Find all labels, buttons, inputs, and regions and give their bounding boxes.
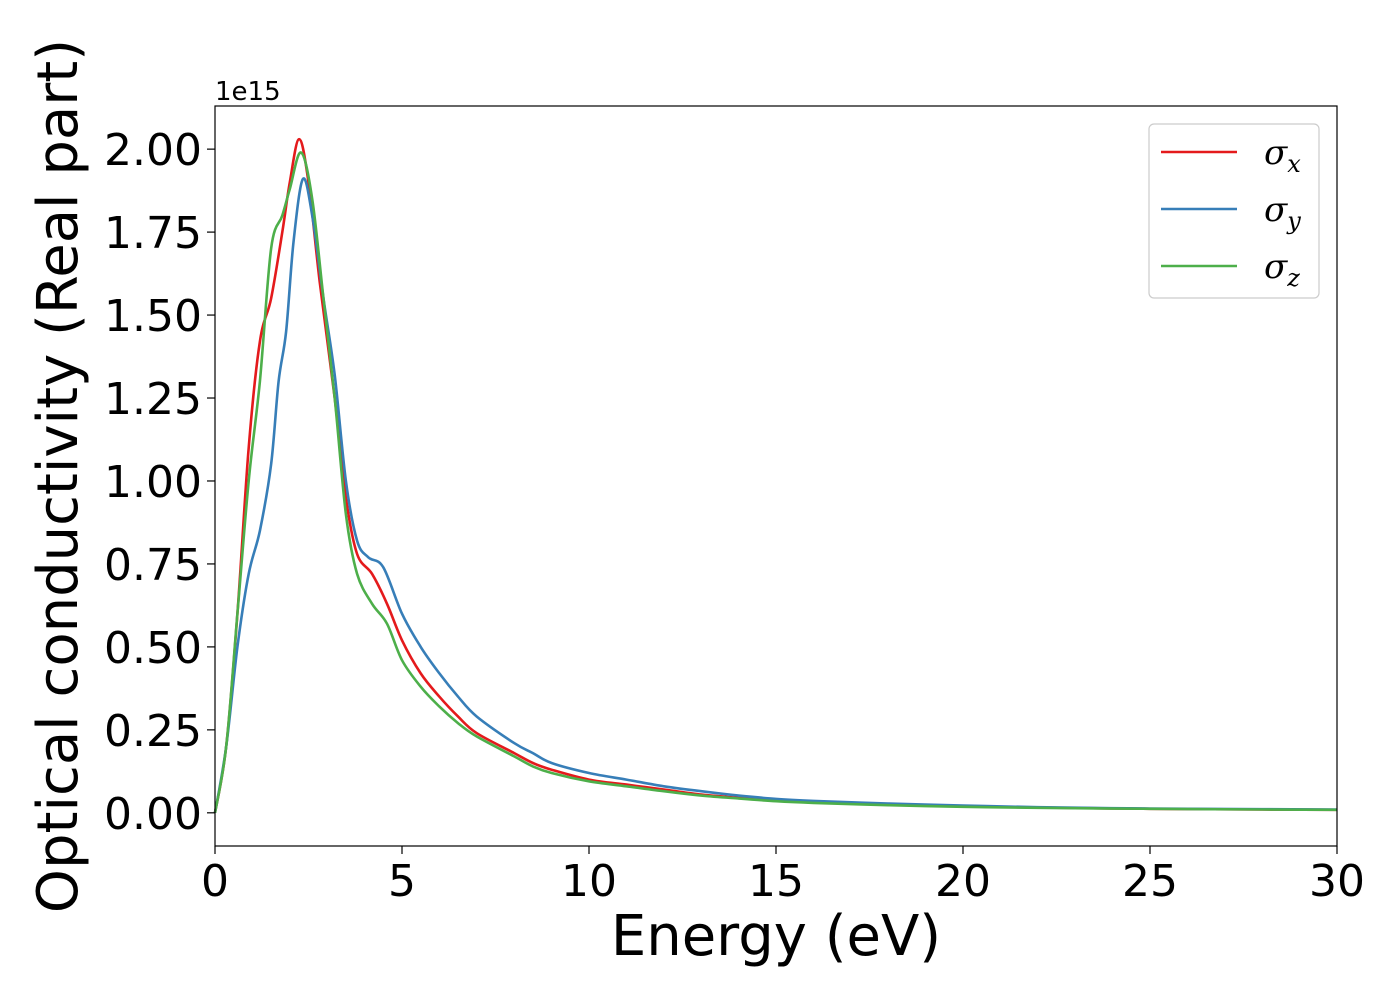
x-tick-label: 5 — [388, 856, 416, 907]
y-tick-label: 0.75 — [104, 540, 202, 591]
x-tick-label: 15 — [748, 856, 804, 907]
y-tick-label: 0.00 — [104, 789, 202, 840]
x-tick-label: 20 — [935, 856, 991, 907]
y-tick-label: 0.50 — [104, 623, 202, 674]
y-tick-label: 1.25 — [104, 374, 202, 425]
x-tick-label: 10 — [561, 856, 617, 907]
series-layer — [213, 137, 1338, 814]
series-line-z — [213, 151, 1338, 814]
y-tick-label: 1.75 — [104, 208, 202, 259]
x-tick-label: 25 — [1122, 856, 1178, 907]
y-tick-label: 1.50 — [104, 291, 202, 342]
legend-label-y: σy — [1264, 190, 1301, 235]
series-line-y — [213, 177, 1338, 814]
y-offset-label: 1e15 — [215, 77, 281, 107]
x-ticks: 0 5 10 15 20 25 30 — [201, 846, 1365, 907]
y-tick-label: 2.00 — [104, 125, 202, 176]
y-ticks: 0.00 0.25 0.50 0.75 1.00 1.25 1.50 1.75 2.00 — [104, 125, 215, 840]
y-tick-label: 0.25 — [104, 706, 202, 757]
x-tick-label: 30 — [1309, 856, 1365, 907]
x-axis-label: Energy (eV) — [611, 904, 941, 969]
y-tick-label: 1.00 — [104, 457, 202, 508]
legend-box — [1148, 123, 1320, 299]
y-axis-label: Optical conductivity (Real part) — [26, 39, 91, 913]
x-tick-label: 0 — [201, 856, 229, 907]
